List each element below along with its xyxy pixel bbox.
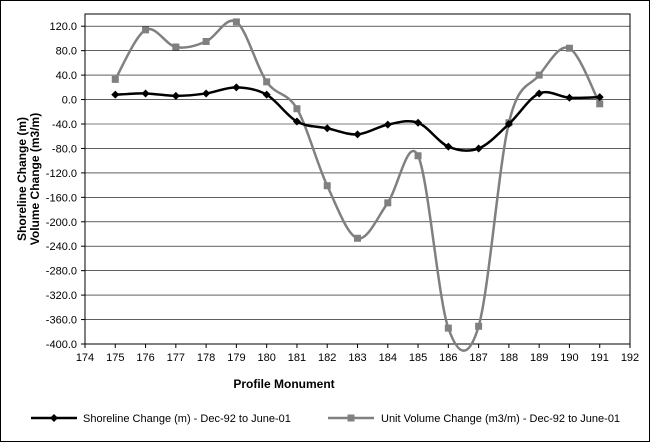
x-tick-label: 188 xyxy=(500,352,518,364)
legend-marker-shoreline xyxy=(50,414,58,422)
data-point-shoreline xyxy=(595,93,604,102)
data-point-shoreline xyxy=(444,142,453,151)
data-point-shoreline xyxy=(535,89,544,98)
y-tick-label: 0.0 xyxy=(62,95,77,107)
x-tick-label: 184 xyxy=(379,352,397,364)
data-point-shoreline xyxy=(141,89,150,98)
y-axis-title-line-2: Volume Change (m3/m) xyxy=(28,113,42,245)
x-tick-label: 183 xyxy=(348,352,366,364)
data-point-shoreline xyxy=(414,118,423,127)
y-tick-label: 40.0 xyxy=(56,70,77,82)
x-tick-label: 175 xyxy=(106,352,124,364)
data-point-volume xyxy=(596,100,604,108)
y-tick-label: -160.0 xyxy=(46,192,77,204)
data-point-shoreline xyxy=(111,90,120,99)
data-point-volume xyxy=(172,43,180,51)
plot-area xyxy=(84,13,631,345)
data-point-shoreline xyxy=(383,120,392,129)
x-tick-label: 192 xyxy=(621,352,639,364)
x-axis-ticks: 174 175 176 177 178 179 180 181 182 183 184 185 186 1… xyxy=(76,344,639,364)
x-axis-title: Profile Monument xyxy=(233,377,334,391)
y-tick-label: -40.0 xyxy=(52,119,77,131)
y-tick-label: -240.0 xyxy=(46,241,77,253)
legend-label-shoreline: Shoreline Change (m) - Dec-92 to June-01 xyxy=(83,413,291,425)
y-tick-label: 120.0 xyxy=(49,21,77,33)
x-tick-label: 177 xyxy=(167,352,185,364)
data-point-volume xyxy=(535,71,543,79)
y-tick-label: -80.0 xyxy=(52,143,77,155)
x-tick-label: 190 xyxy=(560,352,578,364)
x-tick-label: 189 xyxy=(530,352,548,364)
x-tick-label: 176 xyxy=(136,352,154,364)
data-point-volume xyxy=(293,105,301,113)
data-point-shoreline xyxy=(353,130,362,139)
x-tick-label: 182 xyxy=(318,352,336,364)
data-point-volume xyxy=(354,234,361,242)
legend-label-volume: Unit Volume Change (m3/m) - Dec-92 to Ju… xyxy=(381,413,620,425)
data-point-volume xyxy=(323,182,331,190)
data-point-volume xyxy=(384,199,392,207)
x-tick-label: 174 xyxy=(76,352,94,364)
y-tick-label: -280.0 xyxy=(46,266,77,278)
data-point-volume xyxy=(444,324,452,332)
data-point-shoreline xyxy=(292,117,301,126)
data-point-volume xyxy=(111,75,119,83)
y-axis-title-group: Shoreline Change (m) Volume Change (m3/m… xyxy=(15,113,42,245)
data-point-shoreline xyxy=(565,93,574,102)
data-point-shoreline xyxy=(232,83,241,92)
data-point-shoreline xyxy=(171,91,180,100)
data-point-shoreline xyxy=(504,120,513,128)
x-tick-label: 187 xyxy=(469,352,487,364)
data-point-shoreline xyxy=(202,89,211,98)
x-tick-label: 186 xyxy=(439,352,457,364)
legend: Shoreline Change (m) - Dec-92 to June-01… xyxy=(31,413,620,425)
data-point-volume xyxy=(202,38,210,45)
data-point-volume xyxy=(263,78,271,86)
x-tick-label: 178 xyxy=(197,352,215,364)
y-tick-label: -320.0 xyxy=(46,290,77,302)
x-tick-label: 191 xyxy=(591,352,609,364)
data-point-volume xyxy=(565,44,573,52)
series-layer xyxy=(111,18,604,352)
x-tick-label: 181 xyxy=(288,352,306,364)
y-tick-label: -200.0 xyxy=(46,217,77,229)
y-axis-ticks: 120.0 80.0 40.0 0.0 -40.0 -80.0 -120.0 -160.0 -2… xyxy=(46,21,85,351)
x-tick-label: 185 xyxy=(409,352,427,364)
data-point-volume xyxy=(475,322,483,330)
data-point-shoreline xyxy=(262,90,271,99)
data-point-volume xyxy=(414,152,422,160)
legend-marker-volume xyxy=(347,414,355,422)
data-point-volume xyxy=(142,26,150,34)
data-point-shoreline xyxy=(323,124,332,133)
x-tick-label: 179 xyxy=(227,352,245,364)
y-axis-title-line-1: Shoreline Change (m) xyxy=(15,117,29,241)
y-tick-label: 80.0 xyxy=(56,46,77,58)
y-tick-label: -120.0 xyxy=(46,168,77,180)
x-tick-label: 180 xyxy=(257,352,275,364)
y-tick-label: -400.0 xyxy=(46,339,77,351)
data-point-shoreline xyxy=(474,144,483,153)
y-tick-label: -360.0 xyxy=(46,315,77,327)
data-point-volume xyxy=(232,18,240,26)
